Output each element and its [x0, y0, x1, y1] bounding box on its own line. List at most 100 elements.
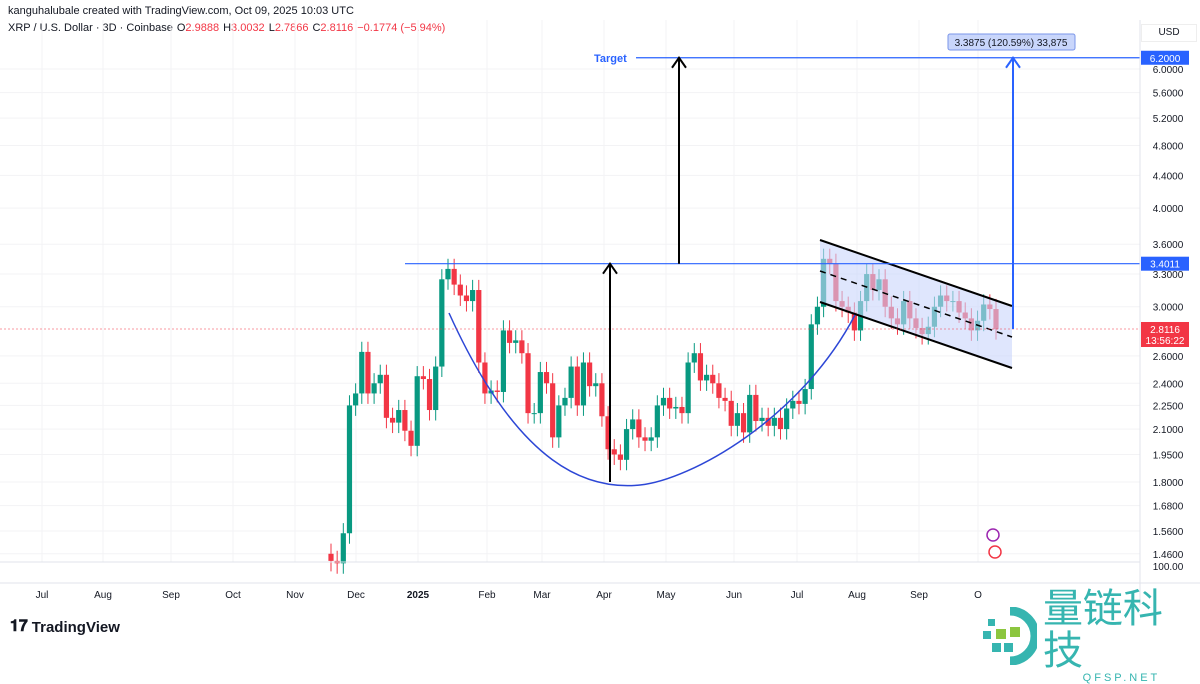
candle-body [463, 295, 470, 302]
price-tick: 5.2000 [1153, 114, 1184, 125]
candle-body [636, 419, 642, 438]
candle-body [660, 397, 667, 406]
candle-body [765, 417, 771, 426]
time-tick: Sep [910, 590, 928, 601]
candle-body [439, 279, 445, 367]
candle-body [470, 290, 476, 302]
flag-lower-line [819, 301, 1013, 369]
price-tick: 4.8000 [1153, 142, 1184, 153]
price-tick: 2.6000 [1153, 352, 1184, 363]
target-label: Target [594, 53, 627, 65]
candle-body [389, 417, 396, 423]
resistance-price-text: 3.4011 [1150, 260, 1180, 271]
candle-body [359, 351, 365, 394]
measure-box [947, 33, 1076, 51]
time-tick: Jul [791, 590, 804, 601]
countdown-text: 13:56:22 [1146, 336, 1185, 347]
price-tick: 2.2500 [1153, 401, 1184, 412]
flag-upper-line [819, 239, 1013, 307]
time-tick: Aug [848, 590, 866, 601]
candle-body [543, 372, 550, 384]
candle-body [753, 394, 759, 422]
price-tick: 1.5600 [1153, 527, 1184, 538]
candle-body [648, 437, 654, 441]
candle-body [451, 268, 457, 285]
tradingview-logo[interactable]: 𝟏𝟕 TradingView [10, 618, 120, 636]
open-label: O2.9888 [176, 22, 220, 34]
time-tick: May [657, 590, 676, 601]
price-chart[interactable]: Target 3.3875 (120.59%) 33,875 6.0000 5.60… [0, 0, 1200, 649]
candle-body [414, 376, 420, 446]
watermark: 量链科技 QFSP.NET [980, 588, 1200, 684]
candle-body [500, 330, 507, 392]
candle-body [679, 406, 685, 414]
symbol-name[interactable]: XRP / U.S. Dollar · 3D · Coinbase [8, 22, 173, 34]
us-flag-event-icon [988, 545, 1002, 559]
candle-body [340, 533, 346, 564]
candle-body [531, 413, 537, 415]
drawings: Target 3.3875 (120.59%) 33,875 [0, 33, 1140, 559]
last-price-text: 2.8116 [1150, 325, 1180, 336]
currency-button[interactable]: USD [1141, 24, 1197, 42]
close-label: C2.8116 [312, 22, 354, 34]
candle-body [433, 366, 439, 411]
flag-mid-line [819, 270, 1013, 338]
candle-body [740, 413, 747, 433]
candle-body [728, 400, 734, 426]
time-tick: Feb [478, 590, 496, 601]
target-price-badge [1141, 50, 1189, 65]
candle-body [599, 383, 605, 417]
candle-body [808, 324, 814, 390]
candle-body [734, 413, 740, 426]
target-price-text: 6.2000 [1150, 54, 1181, 65]
projection-arrow-head [671, 56, 687, 69]
candle-body [371, 383, 377, 394]
candle-body [685, 362, 691, 414]
time-tick: Aug [94, 590, 112, 601]
candle-body [654, 405, 660, 438]
last-price-badge [1141, 321, 1189, 347]
candle-body [574, 366, 580, 406]
candle-body [716, 383, 722, 398]
candle-body [796, 400, 802, 404]
candle-body [365, 351, 371, 394]
candle-body [759, 417, 765, 422]
candle-body [611, 449, 617, 455]
candle-body [494, 390, 500, 392]
candle-body [710, 374, 716, 384]
candle-body [605, 416, 611, 450]
resistance-price-badge [1141, 256, 1189, 271]
candle-body [383, 374, 390, 418]
candle-body [673, 406, 679, 409]
price-tick: 3.6000 [1153, 240, 1184, 251]
candle-body [402, 410, 408, 431]
candle-body [580, 362, 587, 406]
measure-label: 3.3875 (120.59%) 33,875 [955, 38, 1068, 49]
candle-body [623, 429, 630, 460]
time-axis: Jul Aug Sep Oct Nov Dec 2025 Feb Mar Apr May Jun Jul… [0, 582, 1200, 601]
time-tick: Jul [36, 590, 49, 601]
candle-body [420, 376, 426, 380]
candle-body [568, 366, 574, 398]
candle-body [814, 306, 821, 325]
candle-body [377, 374, 383, 384]
candle-body [704, 374, 710, 381]
price-tick: 2.4000 [1153, 379, 1184, 390]
chart-credit: kanguhalubale created with TradingView.c… [8, 5, 354, 17]
price-axis: 6.0000 5.6000 5.2000 4.8000 4.4000 4.0000 3.60… [0, 20, 1189, 605]
candle-body [790, 400, 796, 409]
measure-arrow-cup-head [602, 261, 618, 275]
candle-body [802, 389, 808, 404]
candle-body [426, 379, 433, 411]
symbol-legend: XRP / U.S. Dollar · 3D · Coinbase O2.988… [8, 22, 445, 34]
candle-body [556, 405, 562, 438]
candle-body [697, 353, 704, 381]
candle-body [771, 417, 777, 426]
price-tick: 1.8000 [1153, 478, 1184, 489]
time-tick: Dec [347, 590, 365, 601]
candle-body [642, 437, 648, 441]
price-tick: 1.9500 [1153, 451, 1184, 462]
cup-curve [448, 312, 856, 487]
candle-body [513, 340, 519, 343]
candle-body [691, 353, 697, 363]
